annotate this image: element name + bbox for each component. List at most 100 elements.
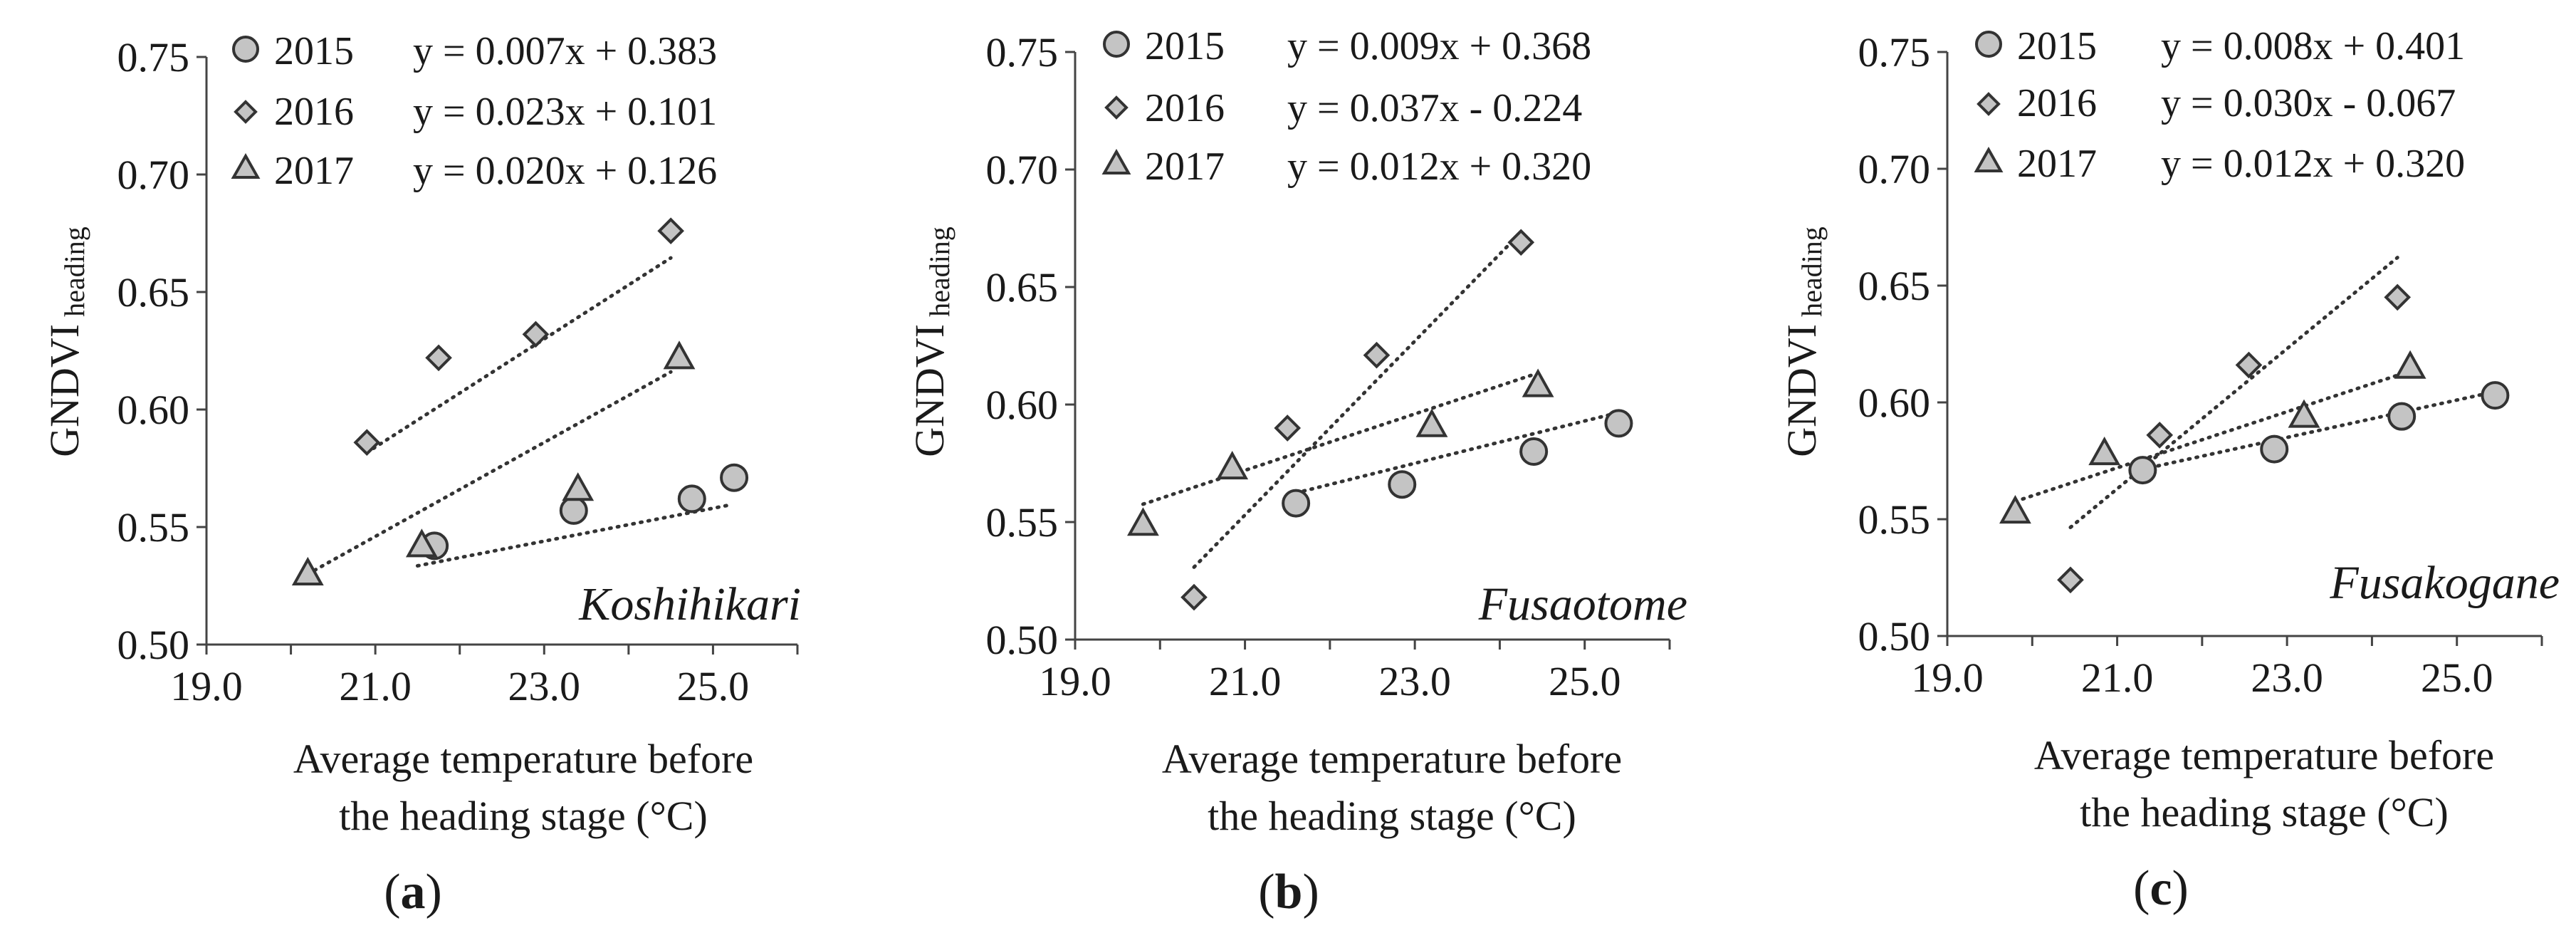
point-2015-circle <box>1388 470 1417 499</box>
legend-2015-equation: y = 0.009x + 0.368 <box>1287 24 1591 68</box>
legend-2016-label: 2016 <box>1145 86 1225 130</box>
panel-a-xlabel-line1: Average temperature before <box>293 736 753 782</box>
panel-c-legend: 2015 y = 0.008x + 0.401 2016 y = 0.030x … <box>1974 24 2465 186</box>
legend-2017-triangle-marker <box>1101 148 1131 174</box>
point-2015-circle <box>1604 409 1633 438</box>
y-tick-label: 0.55 <box>986 499 1059 546</box>
point-2016-diamond <box>2146 422 2174 449</box>
point-2015-circle <box>677 484 706 514</box>
legend-2017-triangle-marker <box>1974 146 2004 172</box>
point-2017-triangle <box>405 528 438 558</box>
y-tick-label: 0.75 <box>986 29 1059 75</box>
point-2017-triangle <box>663 340 696 370</box>
point-2015-circle <box>559 496 588 525</box>
panel-c-cultivar: Fusakogane <box>2329 557 2560 609</box>
trendline-2017 <box>1141 372 1536 506</box>
panel-a-legend: 2015 y = 0.007x + 0.383 2016 y = 0.023x … <box>231 29 717 193</box>
legend-2015-equation: y = 0.007x + 0.383 <box>413 29 717 73</box>
legend-2017-label: 2017 <box>274 149 354 193</box>
legend-2017-equation: y = 0.012x + 0.320 <box>1287 145 1591 189</box>
x-tick-label: 21.0 <box>2081 655 2154 701</box>
trendline-2016 <box>2068 256 2399 529</box>
point-2017-triangle <box>2288 399 2320 428</box>
x-tick-label: 23.0 <box>2251 655 2323 701</box>
legend-2017-label: 2017 <box>2017 142 2097 186</box>
point-2016-diamond <box>2057 566 2084 594</box>
panel-c-xlabel-line1: Average temperature before <box>2034 732 2494 778</box>
panel-c-xlabel-line2: the heading stage (°C) <box>2080 789 2449 835</box>
legend-2015-label: 2015 <box>2017 24 2097 68</box>
y-tick-label: 0.55 <box>117 504 190 551</box>
y-tick-label: 0.55 <box>1858 496 1931 543</box>
point-2015-circle <box>2260 434 2289 464</box>
panel-b-xlabel-line1: Average temperature before <box>1162 736 1622 782</box>
x-tick-label: 19.0 <box>170 663 243 709</box>
legend-2015-equation: y = 0.008x + 0.401 <box>2161 24 2465 68</box>
panel-c-label: (c) <box>2133 861 2189 916</box>
legend-2017-equation: y = 0.020x + 0.126 <box>413 149 717 193</box>
panel-c-plot: 0.50 0.55 0.60 0.65 0.70 0.75 19.0 21.0 23.0 25.0 <box>1858 29 2543 701</box>
point-2016-diamond <box>2235 351 2263 379</box>
x-tick-label: 23.0 <box>1378 658 1451 704</box>
x-tick-label: 19.0 <box>1039 658 1111 704</box>
panel-b-label-letter: b <box>1275 865 1303 919</box>
x-tick-label: 19.0 <box>1911 655 1984 701</box>
legend-2017-label: 2017 <box>1145 145 1225 189</box>
legend-2016-equation: y = 0.030x - 0.067 <box>2161 81 2456 125</box>
panel-b-legend: 2015 y = 0.009x + 0.368 2016 y = 0.037x … <box>1101 24 1591 189</box>
x-tick-label: 25.0 <box>677 663 750 709</box>
point-2017-triangle <box>1522 368 1554 397</box>
legend-2015-circle-marker <box>232 36 259 63</box>
point-2017-triangle <box>2394 350 2426 379</box>
panel-a-cultivar: Koshihikari <box>578 578 801 630</box>
panel-b-ylabel-main: GNDVI <box>906 324 953 457</box>
point-2016-diamond <box>425 344 452 372</box>
x-tick-label: 25.0 <box>1549 658 1621 704</box>
y-tick-label: 0.60 <box>986 382 1059 428</box>
panel-a-plot: 0.50 0.55 0.60 0.65 0.70 0.75 19.0 21.0 23.0 25.0 <box>117 34 799 709</box>
x-tick-label: 23.0 <box>508 663 581 709</box>
panel-b-plot: 0.50 0.55 0.60 0.65 0.70 0.75 19.0 21.0 23.0 25.0 <box>986 29 1671 704</box>
panel-b-xlabel-line2: the heading stage (°C) <box>1208 793 1576 839</box>
point-2015-circle <box>1282 489 1311 518</box>
trendline-2015 <box>415 503 732 568</box>
y-tick-label: 0.50 <box>1858 613 1931 660</box>
legend-2017-equation: y = 0.012x + 0.320 <box>2161 142 2465 186</box>
panel-c-label-letter: c <box>2150 861 2172 916</box>
legend-2015-circle-marker <box>1975 31 2002 58</box>
point-2017-triangle <box>1999 495 2031 524</box>
y-tick-label: 0.50 <box>117 622 190 668</box>
point-2017-triangle <box>1415 408 1448 437</box>
point-2016-diamond <box>1180 583 1208 611</box>
legend-2016-equation: y = 0.023x + 0.101 <box>413 90 717 134</box>
trendline-2017 <box>2013 370 2408 504</box>
point-2016-diamond <box>353 429 381 457</box>
point-2015-circle <box>2387 402 2417 431</box>
x-tick-label: 21.0 <box>339 663 412 709</box>
panel-c-ylabel: GNDVI heading <box>1779 226 1828 457</box>
panel-b-ylabel-sub: heading <box>923 226 955 317</box>
point-2017-triangle <box>1216 451 1249 480</box>
y-tick-label: 0.60 <box>117 387 190 433</box>
y-tick-label: 0.70 <box>986 147 1059 193</box>
trendline-2016 <box>1192 234 1519 569</box>
point-2017-triangle <box>1127 507 1159 536</box>
legend-2016-label: 2016 <box>2017 81 2097 125</box>
trendline-2016 <box>365 256 673 454</box>
panel-a-ylabel: GNDVI heading <box>41 226 90 457</box>
y-tick-label: 0.75 <box>117 34 190 80</box>
legend-2017-triangle-marker <box>231 152 261 179</box>
panel-a: GNDVIheading Average temperature before … <box>41 29 801 919</box>
panel-a-label-letter: a <box>401 865 426 919</box>
panel-b-cultivar: Fusaotome <box>1478 578 1687 630</box>
point-2016-diamond <box>522 320 550 348</box>
legend-2016-label: 2016 <box>274 90 354 134</box>
legend-2016-diamond-marker <box>1976 92 2001 116</box>
legend-2015-label: 2015 <box>274 29 354 73</box>
panel-b-ylabel: GNDVI heading <box>906 226 955 457</box>
point-2015-circle <box>2481 381 2510 410</box>
panel-a-xlabel-line2: the heading stage (°C) <box>339 793 708 839</box>
point-2016-diamond <box>2384 283 2412 311</box>
legend-2015-circle-marker <box>1103 31 1130 58</box>
